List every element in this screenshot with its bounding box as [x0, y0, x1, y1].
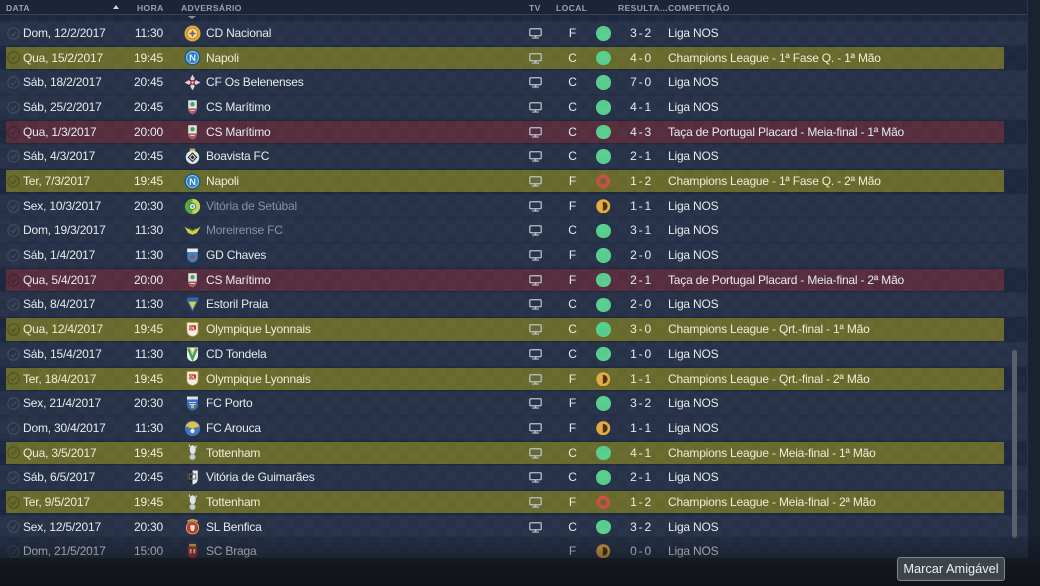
svg-text:OL: OL — [189, 375, 196, 380]
svg-text:N: N — [189, 177, 196, 188]
svg-text:N: N — [189, 53, 196, 64]
svg-text:OL: OL — [189, 325, 196, 330]
